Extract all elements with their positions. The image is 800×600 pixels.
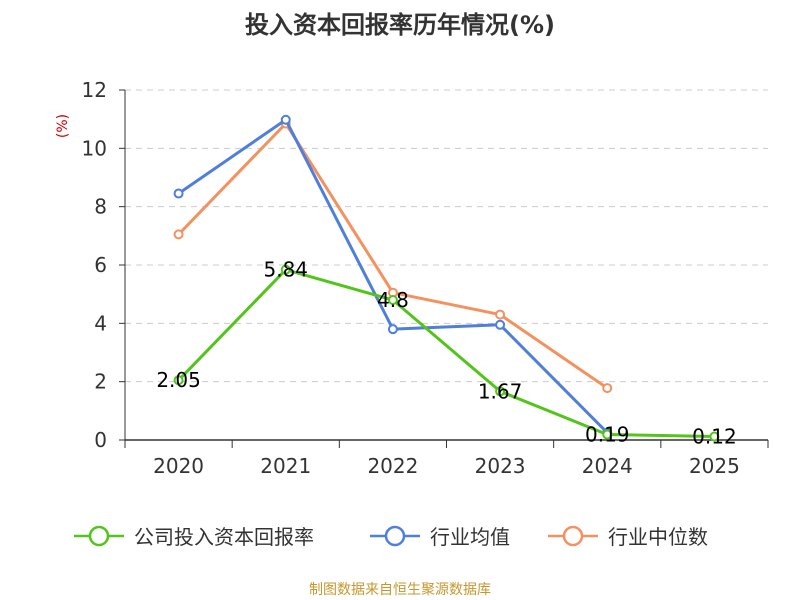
y-axis-unit: (%) [55, 114, 71, 138]
data-point [495, 386, 506, 397]
legend: 公司投入资本回报率 行业均值 行业中位数 [74, 525, 708, 549]
data-point [280, 264, 291, 275]
x-tick-label-2025: 2025 [689, 454, 740, 478]
series-0 [173, 264, 720, 442]
data-point [387, 295, 398, 305]
source-note: 制图数据来自恒生聚源数据库 [309, 582, 491, 598]
legend-item-2: 行业中位数 [548, 525, 708, 549]
y-tick-label: 12 [82, 78, 107, 102]
chart-title: 投入资本回报率历年情况(%) [245, 11, 555, 39]
axes [119, 89, 769, 448]
data-point [173, 229, 184, 240]
y-tick-label: 6 [94, 253, 107, 277]
y-tick-label: 0 [94, 428, 107, 452]
data-point [602, 383, 613, 394]
data-labels: 2.05 5.84 4.8 1.67 0.19 0.12 [156, 258, 736, 449]
series-line [177, 122, 609, 390]
data-label: 2.05 [156, 368, 201, 392]
data-label: 0.12 [692, 425, 737, 449]
y-tick-label: 8 [94, 195, 107, 219]
y-tick-label: 4 [94, 311, 107, 335]
legend-marker [384, 525, 406, 547]
series-lines [173, 114, 720, 442]
legend-label: 行业中位数 [608, 525, 708, 549]
data-label: 1.67 [478, 379, 523, 403]
legend-item-0: 公司投入资本回报率 [74, 525, 314, 549]
data-point [709, 431, 720, 442]
x-tick-labels: 2020 2021 2022 2023 2024 2025 [153, 454, 740, 478]
data-point [495, 309, 506, 320]
data-label: 4.8 [377, 288, 409, 312]
data-point [280, 114, 291, 125]
y-tick-labels: 0 2 4 6 8 10 12 [82, 78, 107, 452]
y-tick-label: 10 [82, 136, 107, 160]
x-tick-label-2024: 2024 [582, 454, 633, 478]
x-tick-label-2021: 2021 [260, 454, 311, 478]
data-label: 5.84 [263, 258, 308, 282]
data-point [173, 375, 184, 386]
data-point [387, 324, 398, 335]
legend-item-1: 行业均值 [370, 525, 510, 549]
gridlines [125, 89, 768, 383]
y-tick-label: 2 [94, 370, 107, 394]
data-point [602, 429, 613, 440]
legend-marker [562, 525, 584, 547]
legend-marker [88, 525, 110, 547]
data-point [173, 188, 184, 199]
series-line [177, 268, 715, 438]
x-tick-label-2022: 2022 [367, 454, 418, 478]
series-2 [173, 118, 613, 394]
legend-label: 公司投入资本回报率 [134, 525, 314, 549]
data-label: 0.19 [585, 422, 630, 446]
legend-label: 行业均值 [430, 525, 510, 549]
x-tick-label-2020: 2020 [153, 454, 204, 478]
data-point [495, 319, 506, 330]
x-tick-label-2023: 2023 [475, 454, 526, 478]
series-1 [173, 114, 613, 438]
